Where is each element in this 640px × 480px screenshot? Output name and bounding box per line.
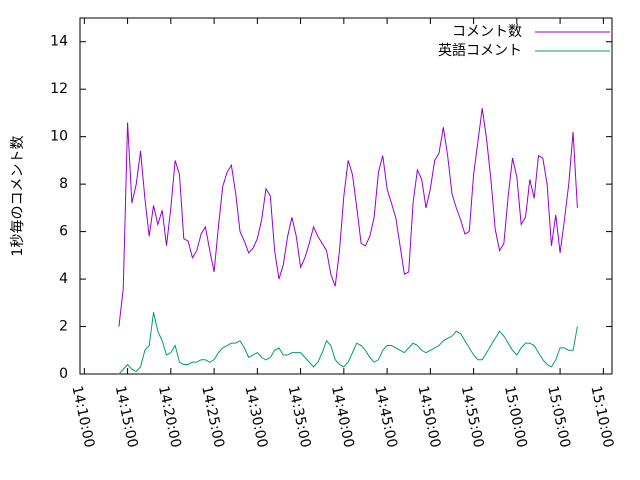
x-tick-label: 14:15:00 <box>112 384 141 449</box>
x-tick-label: 14:10:00 <box>69 384 98 449</box>
x-tick-label: 14:25:00 <box>198 384 227 449</box>
y-tick-label: 8 <box>59 176 68 192</box>
x-tick-label: 14:30:00 <box>242 384 271 449</box>
x-tick-label: 14:20:00 <box>155 384 184 449</box>
y-tick-label: 10 <box>50 129 68 145</box>
x-tick-label: 14:40:00 <box>328 384 357 449</box>
series-line <box>118 108 578 327</box>
y-tick-label: 4 <box>59 271 68 287</box>
y-tick-label: 14 <box>50 34 68 50</box>
y-tick-label: 2 <box>59 319 68 335</box>
y-tick-label: 6 <box>59 224 68 240</box>
series-line <box>118 312 578 375</box>
plot-border <box>79 17 613 375</box>
x-tick-label: 14:35:00 <box>285 384 314 449</box>
x-tick-label: 14:45:00 <box>371 384 400 449</box>
y-tick-label: 0 <box>59 366 68 382</box>
x-tick-label: 14:50:00 <box>415 384 444 449</box>
x-tick-label: 14:55:00 <box>458 384 487 449</box>
y-axis-label: 1秒毎のコメント数 <box>10 136 26 257</box>
x-tick-label: 15:05:00 <box>544 384 573 449</box>
y-tick-label: 12 <box>50 81 68 97</box>
x-tick-label: 15:10:00 <box>588 384 617 449</box>
legend-label: コメント数 <box>452 24 522 40</box>
x-tick-label: 15:00:00 <box>501 384 530 449</box>
legend-label: 英語コメント <box>438 42 522 59</box>
